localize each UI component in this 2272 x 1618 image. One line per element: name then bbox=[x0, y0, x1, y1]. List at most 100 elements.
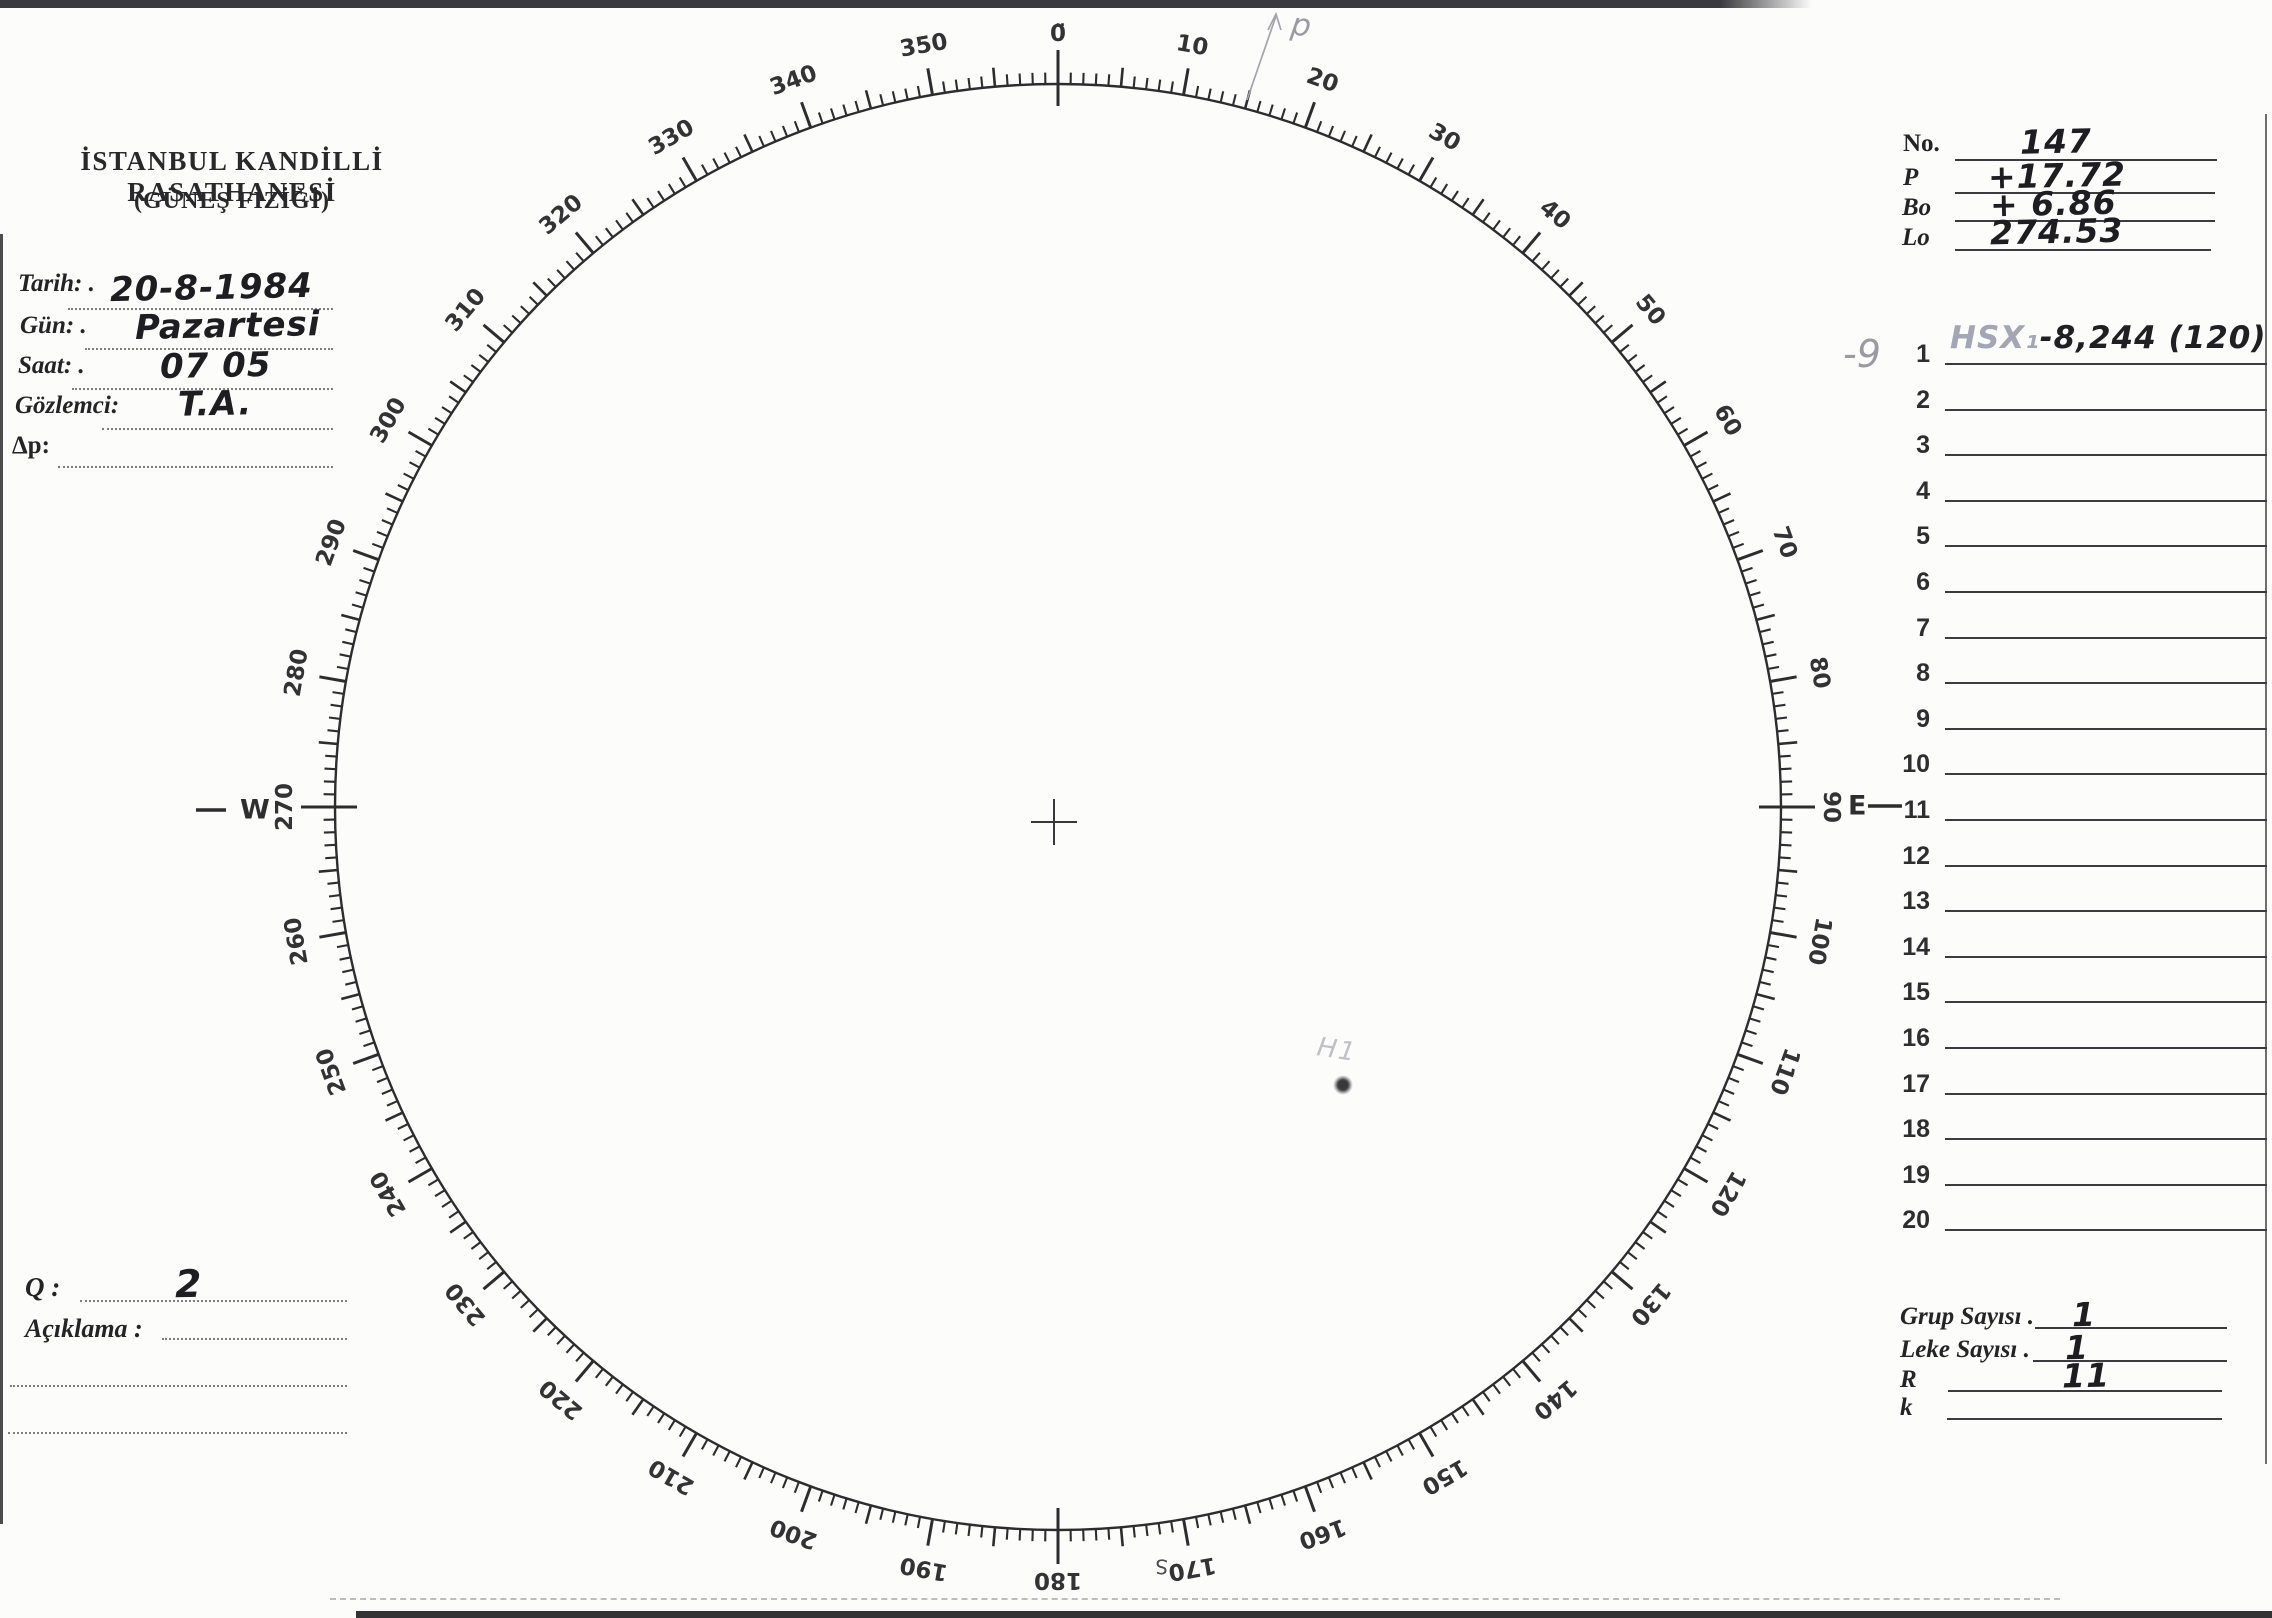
spot-row-number: 14 bbox=[1902, 932, 1930, 961]
field-line-gun bbox=[85, 348, 333, 350]
degree-label: 190 bbox=[898, 1551, 950, 1585]
spot-list-row: 12 bbox=[1855, 842, 2267, 902]
field-line-no bbox=[1955, 159, 2217, 161]
degree-label: 220 bbox=[534, 1374, 587, 1425]
field-line-gozlemci bbox=[102, 428, 333, 430]
degree-label: 170 bbox=[1166, 1551, 1218, 1585]
spot-list-row: 2 bbox=[1855, 386, 2267, 446]
spot-list-row: 13 bbox=[1855, 887, 2267, 947]
field-label-k: k bbox=[1900, 1394, 1913, 1421]
field-label-p: P bbox=[1903, 164, 1919, 191]
field-line-k bbox=[1947, 1418, 2222, 1420]
spot-row-line bbox=[1945, 1047, 2267, 1049]
spot-list-row: 20 bbox=[1855, 1206, 2267, 1266]
degree-label: 150 bbox=[1417, 1453, 1472, 1500]
spot-row-number: 18 bbox=[1902, 1115, 1930, 1144]
degree-label: 320 bbox=[534, 189, 587, 240]
spot-list-row: 7 bbox=[1855, 614, 2267, 674]
spot-row-line bbox=[1945, 591, 2267, 593]
degree-label: 230 bbox=[440, 1277, 491, 1330]
spot-list-row: 9 bbox=[1855, 705, 2267, 765]
scan-edge-top bbox=[0, 0, 1812, 8]
field-label-delta-p: Δp: bbox=[12, 432, 50, 459]
spot-row-line bbox=[1945, 910, 2267, 913]
degree-label: 140 bbox=[1528, 1374, 1581, 1425]
degree-ticks bbox=[301, 50, 1815, 1564]
center-crosshair bbox=[1031, 799, 1077, 845]
degree-label: 80 bbox=[1804, 655, 1835, 691]
spot-row-number: 9 bbox=[1916, 704, 1930, 733]
degree-label: 60 bbox=[1708, 400, 1747, 441]
spot-row-number: 4 bbox=[1916, 476, 1930, 505]
spot-row-number: 6 bbox=[1916, 568, 1930, 596]
spot-list-row: 16 bbox=[1855, 1024, 2267, 1084]
spot-list-row: 10 bbox=[1855, 750, 2267, 810]
field-label-saat: Saat: . bbox=[18, 352, 85, 379]
field-label-grup-sayisi: Grup Sayısı . bbox=[1900, 1303, 2035, 1330]
degree-label: 50 bbox=[1630, 289, 1670, 330]
spot-row-number: 12 bbox=[1902, 841, 1930, 870]
spot-list-row: 18 bbox=[1855, 1115, 2267, 1175]
field-line-p bbox=[1955, 192, 2215, 194]
spot-list-row: 3 bbox=[1855, 431, 2267, 491]
degree-label: 270 bbox=[272, 783, 298, 831]
degree-label: 90 bbox=[1818, 791, 1844, 823]
degree-label: 300 bbox=[365, 393, 412, 448]
sunspot bbox=[1338, 1080, 1348, 1090]
degree-label: 20 bbox=[1303, 63, 1342, 98]
degree-label: 200 bbox=[767, 1513, 821, 1554]
degree-label: 250 bbox=[311, 1044, 352, 1098]
south-mark: S bbox=[1155, 1554, 1169, 1579]
field-label-bo: Bo bbox=[1902, 194, 1932, 221]
spot-row-number: 15 bbox=[1902, 978, 1930, 1007]
field-line-delta-p bbox=[58, 466, 333, 468]
note-extra-line-2 bbox=[8, 1432, 347, 1434]
spot-row-line bbox=[1945, 682, 2267, 685]
degree-label: 280 bbox=[280, 647, 314, 699]
spot-row-number: 19 bbox=[1902, 1160, 1930, 1189]
field-line-r bbox=[1948, 1390, 2222, 1392]
degree-label: 120 bbox=[1704, 1166, 1751, 1221]
scan-edge-left bbox=[0, 234, 3, 1524]
spot-row-number: 2 bbox=[1916, 385, 1930, 414]
spot-row-number: 20 bbox=[1902, 1206, 1930, 1235]
degree-label: 130 bbox=[1625, 1277, 1676, 1330]
spot-list-row: 14 bbox=[1855, 933, 2267, 993]
degree-label: 330 bbox=[644, 114, 699, 161]
spot-entry-classification: HSX₁ bbox=[1950, 320, 2040, 356]
spot-list-row: 15 bbox=[1855, 978, 2267, 1038]
spot-row-number: 1 bbox=[1916, 340, 1930, 368]
field-label-r: R bbox=[1900, 1366, 1917, 1393]
field-line-tarih bbox=[68, 308, 333, 310]
spot-row-line bbox=[1945, 636, 2267, 639]
degree-label: 180 bbox=[1034, 1567, 1082, 1593]
degree-label: 30 bbox=[1424, 118, 1465, 157]
spot-row-line bbox=[1945, 545, 2267, 548]
spot-row-entry: HSX₁-8,244 (120) bbox=[1950, 320, 2267, 356]
spot-list-row: 19 bbox=[1855, 1161, 2267, 1221]
scan-edge-bottom bbox=[356, 1611, 2272, 1618]
field-label-tarih: Tarih: . bbox=[18, 270, 95, 297]
spot-row-line bbox=[1945, 1229, 2267, 1232]
field-label-leke-sayisi: Leke Sayısı . bbox=[1900, 1336, 2030, 1363]
spot-row-line bbox=[1945, 1092, 2267, 1095]
spot-list-row: 17 bbox=[1855, 1070, 2267, 1130]
degree-label: 10 bbox=[1174, 30, 1210, 61]
degree-label: 210 bbox=[644, 1453, 699, 1500]
spot-row-line bbox=[1945, 408, 2267, 411]
position-angle-arrow bbox=[1246, 11, 1282, 101]
spot-entry-coordinates: -8,244 (120) bbox=[2039, 320, 2267, 356]
spot-group-label: H1 bbox=[1315, 1032, 1359, 1068]
degree-label: 290 bbox=[311, 516, 352, 570]
field-label-aciklama: Açıklama : bbox=[25, 1314, 143, 1343]
degree-label: 70 bbox=[1767, 523, 1802, 562]
east-label: E bbox=[1848, 791, 1866, 822]
spot-row-number: 10 bbox=[1902, 750, 1930, 779]
field-label-lo: Lo bbox=[1902, 224, 1930, 251]
degree-label: 260 bbox=[280, 915, 314, 967]
spot-row-line bbox=[1945, 454, 2267, 457]
degree-label: 350 bbox=[898, 29, 950, 63]
spot-list-row: 4 bbox=[1855, 477, 2267, 537]
